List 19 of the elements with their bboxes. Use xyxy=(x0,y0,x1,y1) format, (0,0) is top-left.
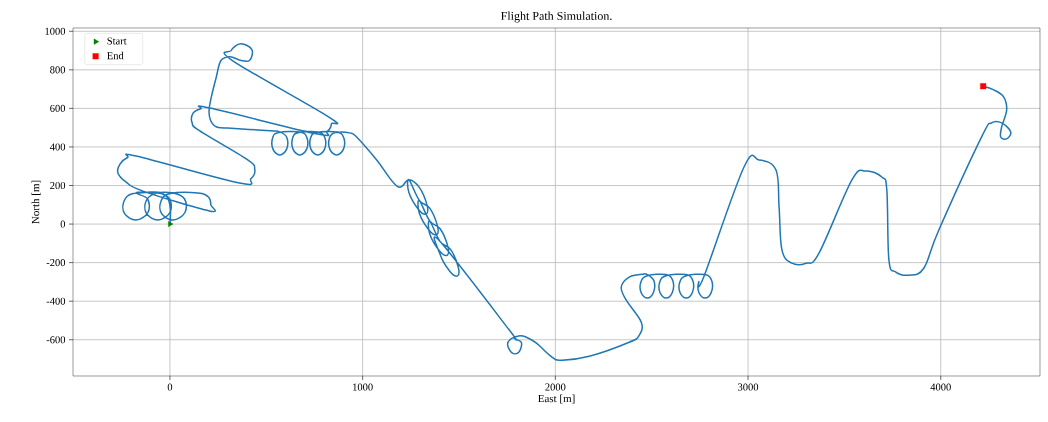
y-tick-label: 1000 xyxy=(45,27,66,35)
y-tick-label: -600 xyxy=(46,336,66,344)
y-tick-label: -400 xyxy=(46,297,66,305)
x-tick-label: 0 xyxy=(167,383,173,391)
y-tick-label: 800 xyxy=(50,66,66,74)
y-tick-label: 600 xyxy=(50,104,66,112)
legend-label: Start xyxy=(107,37,127,45)
x-tick-label: 2000 xyxy=(545,383,566,391)
y-tick-label: -200 xyxy=(46,259,66,267)
y-tick-label: 0 xyxy=(60,220,66,228)
x-tick-label: 4000 xyxy=(930,383,951,391)
x-tick-label: 3000 xyxy=(738,383,759,391)
legend-label: End xyxy=(107,51,124,60)
x-tick-label: 1000 xyxy=(353,383,373,391)
chart-title: Flight Path Simulation. xyxy=(501,11,612,23)
y-axis-title: North [m] xyxy=(31,180,41,224)
y-tick-label: 400 xyxy=(49,143,66,151)
x-axis-title: East [m] xyxy=(538,394,575,404)
y-tick-label: 200 xyxy=(50,181,66,190)
